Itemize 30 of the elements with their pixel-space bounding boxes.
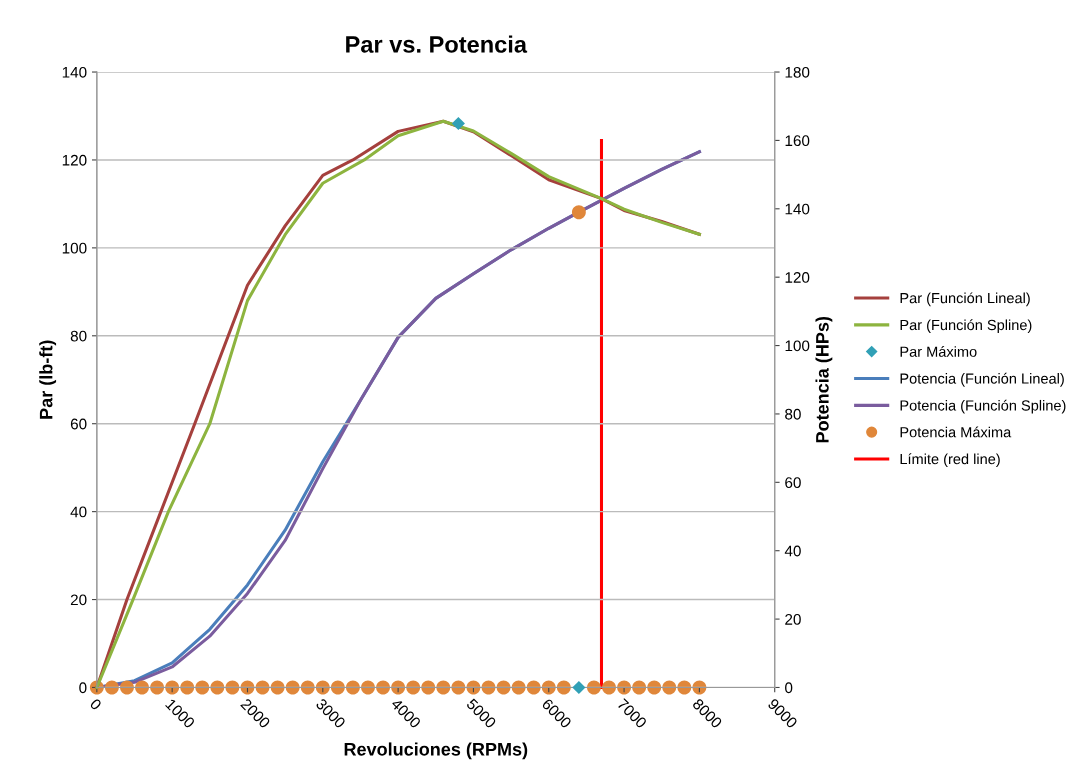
y2-tick-label: 20 xyxy=(785,613,801,625)
y-tick-label: 140 xyxy=(62,66,87,78)
y2-tick-label: 180 xyxy=(785,66,810,78)
y2-tick-label: 120 xyxy=(785,272,810,283)
y2-tick-label: 40 xyxy=(784,545,801,557)
y2-tick-label: 100 xyxy=(785,340,810,352)
y-tick-label: 80 xyxy=(70,330,87,342)
y2-tick-label: 140 xyxy=(785,203,810,215)
y-tick-label: 100 xyxy=(62,242,87,254)
legend-label: Par Máximo xyxy=(900,345,977,357)
y2-tick-label: 60 xyxy=(785,477,801,489)
legend-label: Potencia Máxima xyxy=(900,426,1012,438)
legend-label: Par (Función Lineal) xyxy=(900,292,1030,307)
legend-label: Potencia (Función Lineal) xyxy=(900,372,1064,387)
chart-title: Par vs. Potencia xyxy=(346,35,528,53)
y-tick-label: 40 xyxy=(70,506,87,518)
y-axis-title: Par (lb-ft) xyxy=(39,340,57,419)
y-tick-label: 20 xyxy=(70,594,87,606)
y-tick-label: 60 xyxy=(70,418,87,430)
y2-tick-label: 0 xyxy=(785,682,793,694)
y2-tick-label: 80 xyxy=(785,408,801,420)
y2-tick-label: 160 xyxy=(785,135,810,147)
x-tick-label: 0 xyxy=(89,697,103,711)
legend-label: Límite (red line) xyxy=(900,453,1000,468)
y-tick-label: 120 xyxy=(62,154,87,166)
legend-label: Par (Función Spline) xyxy=(900,319,1032,334)
y2-axis-title: Potencia (HPs) xyxy=(815,316,833,443)
y-tick-label: 0 xyxy=(79,682,87,694)
legend-label: Potencia (Función Spline) xyxy=(900,399,1066,414)
x-axis-title: Revoluciones (RPMs) xyxy=(344,742,528,760)
